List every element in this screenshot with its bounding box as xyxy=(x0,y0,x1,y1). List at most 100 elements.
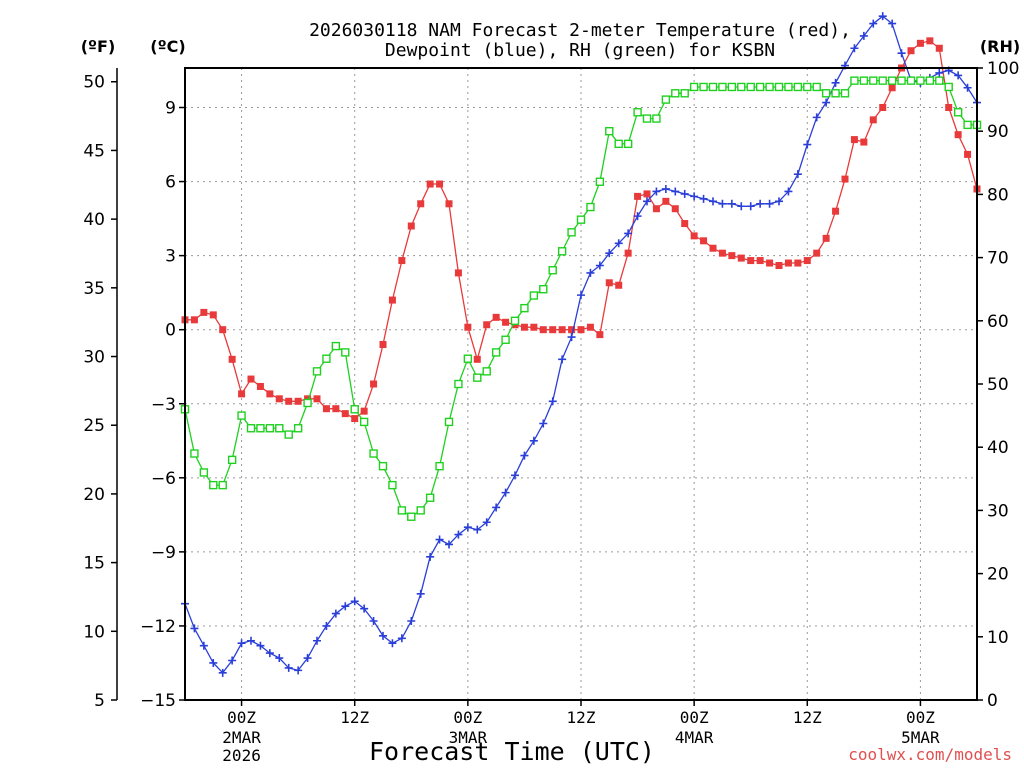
data-point xyxy=(388,639,397,648)
data-point xyxy=(756,257,764,265)
data-point xyxy=(746,202,755,211)
celsius-tick-label: −15 xyxy=(140,691,176,711)
data-point xyxy=(586,202,595,212)
data-point xyxy=(662,197,670,205)
data-point xyxy=(727,199,736,208)
data-point xyxy=(558,355,567,364)
data-point xyxy=(190,624,199,633)
data-point xyxy=(256,641,265,650)
rh-tick-label: 0 xyxy=(987,691,998,711)
data-point xyxy=(445,540,453,549)
data-point xyxy=(576,215,586,224)
data-point xyxy=(435,461,444,471)
data-point xyxy=(595,177,605,186)
data-point xyxy=(426,180,434,188)
data-point xyxy=(803,140,812,149)
celsius-tick-label: 9 xyxy=(165,99,176,119)
data-point xyxy=(398,257,406,265)
data-point xyxy=(964,150,972,158)
data-point xyxy=(482,367,491,376)
data-point xyxy=(746,82,755,92)
data-point xyxy=(568,326,576,334)
data-point xyxy=(953,108,963,117)
celsius-tick-label: −6 xyxy=(151,469,176,489)
data-point xyxy=(709,197,717,206)
data-point xyxy=(614,239,623,248)
data-point xyxy=(445,200,453,208)
data-point xyxy=(803,82,812,92)
data-point xyxy=(275,395,283,403)
data-point xyxy=(350,405,359,414)
data-point xyxy=(821,89,831,98)
data-point xyxy=(935,68,944,77)
data-point xyxy=(303,398,312,408)
rh-tick-label: 20 xyxy=(987,565,1009,585)
data-point xyxy=(548,397,557,406)
data-point xyxy=(209,311,217,319)
series-dewpoint xyxy=(181,12,981,677)
series-rh xyxy=(180,76,982,521)
data-point xyxy=(643,190,651,198)
data-point xyxy=(812,113,821,122)
data-point xyxy=(775,197,783,206)
rh-tick-label: 40 xyxy=(987,438,1009,458)
data-point xyxy=(492,313,500,321)
data-point xyxy=(227,455,237,465)
data-point xyxy=(633,212,642,221)
data-point xyxy=(332,405,340,413)
data-point xyxy=(813,249,821,257)
data-point xyxy=(623,139,633,149)
data-point xyxy=(595,261,604,270)
data-point xyxy=(190,449,199,458)
data-point xyxy=(285,397,293,405)
data-point xyxy=(963,83,972,92)
data-point xyxy=(737,254,745,262)
data-point xyxy=(812,82,821,92)
data-point xyxy=(492,503,501,512)
fahrenheit-tick-label: 5 xyxy=(94,691,105,711)
data-point xyxy=(473,355,481,363)
data-point xyxy=(718,82,727,92)
data-point xyxy=(436,180,444,188)
data-point xyxy=(926,37,934,45)
data-point xyxy=(369,449,378,458)
data-point xyxy=(869,116,877,124)
data-point xyxy=(558,326,566,334)
data-point xyxy=(888,19,897,28)
data-point xyxy=(407,617,416,625)
data-point xyxy=(425,493,435,502)
data-point xyxy=(548,266,557,275)
plot-frame xyxy=(184,67,978,701)
data-point xyxy=(294,397,302,405)
data-point xyxy=(652,114,661,123)
data-point xyxy=(680,189,689,198)
data-point xyxy=(831,78,840,87)
fahrenheit-axis-unit: (ºF) xyxy=(81,37,116,56)
data-point xyxy=(303,654,312,663)
data-point xyxy=(360,604,369,613)
data-point xyxy=(878,76,887,85)
data-point xyxy=(737,202,746,211)
rh-tick-label: 60 xyxy=(987,312,1009,332)
data-point xyxy=(209,658,218,667)
data-point xyxy=(586,323,594,331)
data-point xyxy=(850,136,858,144)
data-point xyxy=(266,390,274,398)
data-point xyxy=(577,291,585,300)
data-point xyxy=(294,666,303,675)
data-point xyxy=(238,390,246,398)
data-point xyxy=(246,424,256,433)
fahrenheit-tick-label: 35 xyxy=(83,279,105,299)
data-point xyxy=(539,326,547,334)
data-point xyxy=(491,348,501,357)
data-point xyxy=(275,424,284,433)
data-point xyxy=(963,120,972,130)
data-point xyxy=(360,407,368,415)
data-point xyxy=(708,82,718,92)
data-point xyxy=(605,249,614,258)
data-point xyxy=(454,530,463,539)
data-point xyxy=(766,259,774,267)
x-axis-label: Forecast Time (UTC) xyxy=(369,737,655,766)
data-point xyxy=(944,82,953,92)
